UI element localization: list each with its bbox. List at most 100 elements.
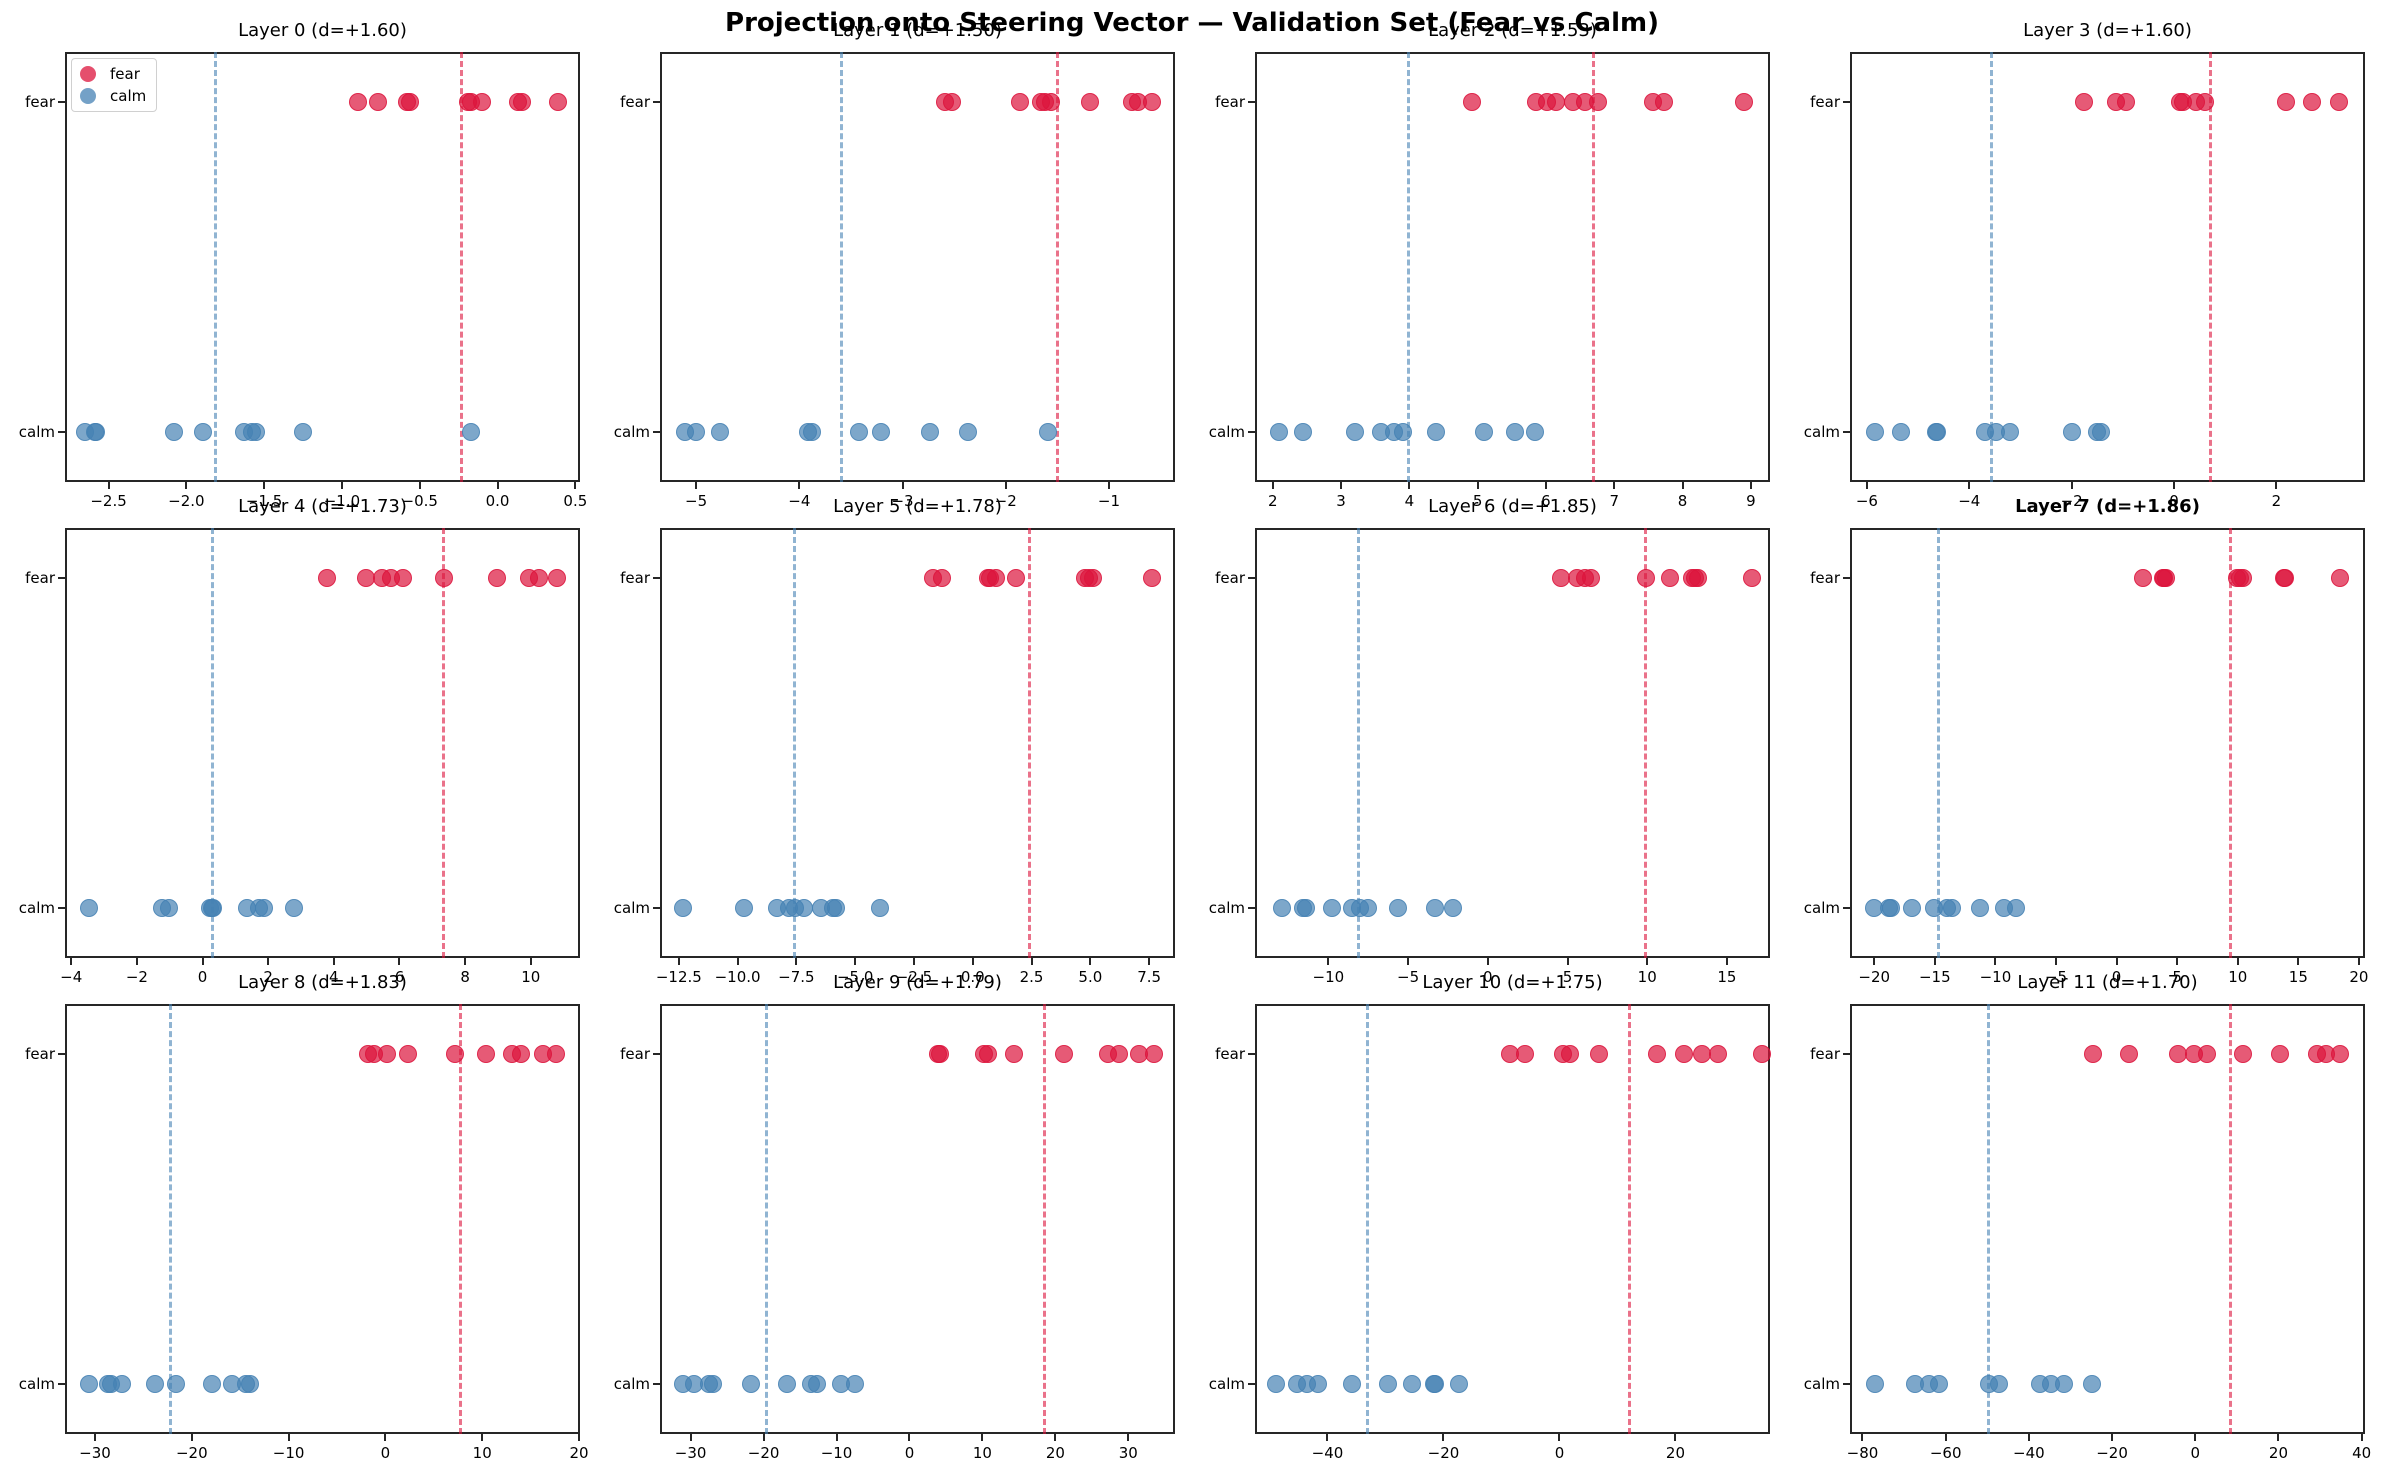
x-tick	[2070, 482, 2073, 489]
x-tick-label: 10	[1637, 968, 1657, 986]
x-tick-label: 0	[2111, 968, 2122, 986]
fear-mean-line	[1055, 52, 1059, 482]
fear-point	[398, 1045, 417, 1063]
x-tick-label: −4	[1958, 492, 1981, 510]
legend-item-calm: calm	[80, 85, 146, 107]
y-tick-label-calm: calm	[613, 899, 650, 917]
calm-point	[2007, 899, 2025, 917]
fear-mean-line	[460, 52, 464, 482]
x-tick	[1054, 1434, 1057, 1441]
calm-point	[2054, 1375, 2073, 1393]
fear-mean-line	[441, 528, 445, 958]
x-tick-label: 10	[521, 968, 541, 986]
fear-point	[435, 569, 454, 587]
calm-point	[1403, 1375, 1422, 1393]
fear-point	[2134, 569, 2153, 587]
calm-point	[687, 423, 706, 441]
calm-mean-line	[1356, 528, 1360, 958]
axes-frame	[1850, 1004, 2365, 1434]
calm-point	[802, 423, 821, 441]
axes-frame	[1255, 1004, 1770, 1434]
x-tick	[981, 1434, 984, 1441]
y-tick	[1248, 431, 1255, 433]
x-tick-label: 7.5	[1137, 968, 1162, 986]
y-tick	[1248, 577, 1255, 579]
fear-point	[547, 569, 566, 587]
layer-panel-5: Layer 5 (d=+1.78) −12.5 −10.0 −7.5 −5.0 −2.5 0…	[614, 496, 1175, 986]
calm-point	[1359, 899, 1378, 917]
x-tick	[1873, 958, 1876, 965]
fear-point	[1692, 1045, 1711, 1063]
x-tick-label: 6	[1541, 492, 1551, 510]
y-tick-label-fear: fear	[25, 569, 55, 587]
calm-point	[203, 1375, 222, 1393]
x-tick	[201, 958, 204, 965]
calm-point	[254, 899, 273, 917]
fear-mean-line	[1627, 1004, 1631, 1434]
y-tick-label-calm: calm	[1803, 423, 1840, 441]
fear-point	[1011, 93, 1030, 111]
fear-point	[932, 569, 951, 587]
calm-point	[113, 1375, 132, 1393]
fear-point	[2302, 93, 2321, 111]
x-tick-label: 0.0	[485, 492, 510, 510]
fear-point	[472, 93, 491, 111]
x-tick	[912, 958, 915, 965]
x-tick-label: 3	[1336, 492, 1346, 510]
x-tick-label: 5.0	[1078, 968, 1103, 986]
x-tick-label: −6	[1855, 492, 1878, 510]
calm-point	[1039, 423, 1058, 441]
calm-point	[285, 899, 304, 917]
calm-point	[1927, 423, 1946, 441]
calm-point	[871, 899, 890, 917]
fear-point	[401, 93, 420, 111]
y-tick-label-fear: fear	[1215, 93, 1245, 111]
fear-point	[529, 569, 548, 587]
y-tick	[1248, 1383, 1255, 1385]
calm-point	[807, 1375, 826, 1393]
x-tick	[2360, 1434, 2363, 1441]
x-tick-label: −1.5	[245, 492, 283, 510]
axes-frame	[65, 52, 580, 482]
x-tick	[332, 958, 335, 965]
calm-point	[850, 423, 869, 441]
calm-point	[164, 423, 183, 441]
y-tick	[1843, 907, 1850, 909]
calm-point	[1427, 423, 1445, 441]
x-tick	[1544, 482, 1547, 489]
x-tick	[1613, 482, 1616, 489]
x-tick-label: 0	[2169, 492, 2179, 510]
x-tick	[1127, 1434, 1130, 1441]
y-tick	[1248, 101, 1255, 103]
panel-title: Layer 11 (d=+1.70)	[2017, 972, 2198, 993]
calm-point	[1449, 1375, 1468, 1393]
fear-point	[979, 1045, 998, 1063]
x-tick	[190, 1434, 193, 1441]
calm-point	[1345, 423, 1364, 441]
calm-point	[1930, 1375, 1949, 1393]
calm-point	[1297, 899, 1316, 917]
calm-point	[194, 423, 213, 441]
calm-point	[742, 1375, 761, 1393]
x-tick-label: 6	[394, 968, 405, 986]
x-tick-label: 0	[380, 1444, 391, 1462]
fear-point	[1561, 1045, 1580, 1063]
fear-point	[2198, 1045, 2217, 1063]
fear-mean-line	[1644, 528, 1648, 958]
x-tick	[1486, 958, 1489, 965]
calm-point	[167, 1375, 186, 1393]
fear-point	[2330, 1045, 2349, 1063]
calm-point	[1989, 1375, 2008, 1393]
x-tick-label: 2	[2271, 492, 2282, 510]
x-tick-label: 5	[1562, 968, 1573, 986]
x-tick-label: 20	[1665, 1444, 1685, 1462]
fear-point	[1660, 569, 1679, 587]
y-tick-label-calm: calm	[613, 423, 650, 441]
x-tick-label: −2	[994, 492, 1017, 510]
x-tick-label: −40	[2013, 1444, 2045, 1462]
y-tick	[1843, 577, 1850, 579]
calm-point	[1942, 899, 1961, 917]
axes-frame	[1255, 52, 1770, 482]
x-tick-label: −10	[272, 1444, 305, 1462]
x-tick	[1442, 1434, 1445, 1441]
